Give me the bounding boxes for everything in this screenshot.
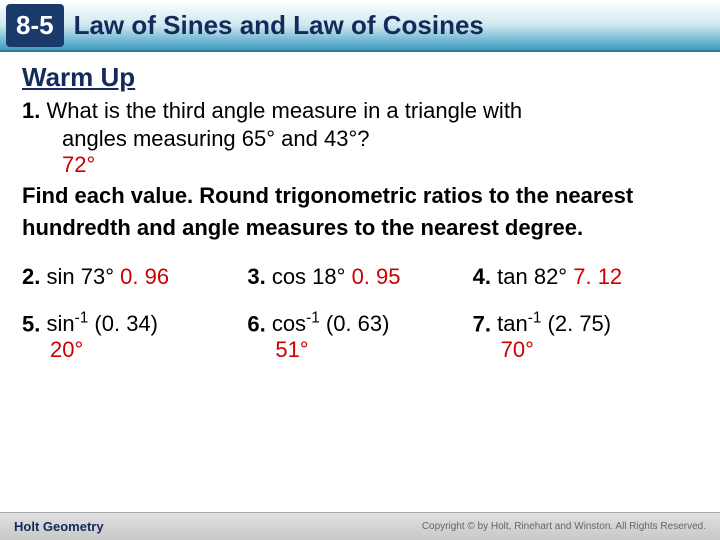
- q6-text: cos-1 (0. 63): [272, 311, 390, 336]
- questions-row-bottom: 5. sin-1 (0. 34) 20° 6. cos-1 (0. 63) 51…: [22, 310, 698, 363]
- slide-content: Warm Up 1. What is the third angle measu…: [0, 52, 720, 363]
- q3-text: cos 18°: [272, 264, 346, 289]
- q7-number: 7.: [473, 311, 491, 336]
- question-4: 4. tan 82° 7. 12: [473, 264, 698, 290]
- q5-text: sin-1 (0. 34): [46, 311, 158, 336]
- questions-row-top: 2. sin 73° 0. 96 3. cos 18° 0. 95 4. tan…: [22, 264, 698, 290]
- slide-footer: Holt Geometry Copyright © by Holt, Rineh…: [0, 512, 720, 540]
- q7-answer: 70°: [501, 337, 698, 363]
- question-5: 5. sin-1 (0. 34) 20°: [22, 310, 247, 363]
- q5-answer: 20°: [50, 337, 247, 363]
- q6-answer: 51°: [275, 337, 472, 363]
- q1-text-b: angles measuring 65° and 43°?: [62, 126, 369, 151]
- q2-number: 2.: [22, 264, 40, 289]
- section-badge: 8-5: [6, 4, 64, 47]
- q2-answer: 0. 96: [120, 264, 169, 289]
- q5-number: 5.: [22, 311, 40, 336]
- footer-brand: Holt Geometry: [14, 519, 104, 534]
- question-3: 3. cos 18° 0. 95: [247, 264, 472, 290]
- question-2: 2. sin 73° 0. 96: [22, 264, 247, 290]
- q3-number: 3.: [247, 264, 265, 289]
- q1-number: 1.: [22, 98, 40, 123]
- question-1: 1. What is the third angle measure in a …: [22, 97, 698, 152]
- q3-answer: 0. 95: [352, 264, 401, 289]
- q1-answer: 72°: [62, 152, 698, 178]
- q4-answer: 7. 12: [573, 264, 622, 289]
- slide-title: Law of Sines and Law of Cosines: [74, 10, 484, 41]
- footer-copyright: Copyright © by Holt, Rinehart and Winsto…: [422, 521, 706, 532]
- question-7: 7. tan-1 (2. 75) 70°: [473, 310, 698, 363]
- q4-number: 4.: [473, 264, 491, 289]
- slide-header: 8-5 Law of Sines and Law of Cosines: [0, 0, 720, 52]
- q2-text: sin 73°: [46, 264, 114, 289]
- instructions: Find each value. Round trigonometric rat…: [22, 180, 698, 244]
- question-6: 6. cos-1 (0. 63) 51°: [247, 310, 472, 363]
- q4-text: tan 82°: [497, 264, 567, 289]
- q1-text-a: What is the third angle measure in a tri…: [46, 98, 522, 123]
- warm-up-heading: Warm Up: [22, 62, 698, 93]
- q6-number: 6.: [247, 311, 265, 336]
- q7-text: tan-1 (2. 75): [497, 311, 611, 336]
